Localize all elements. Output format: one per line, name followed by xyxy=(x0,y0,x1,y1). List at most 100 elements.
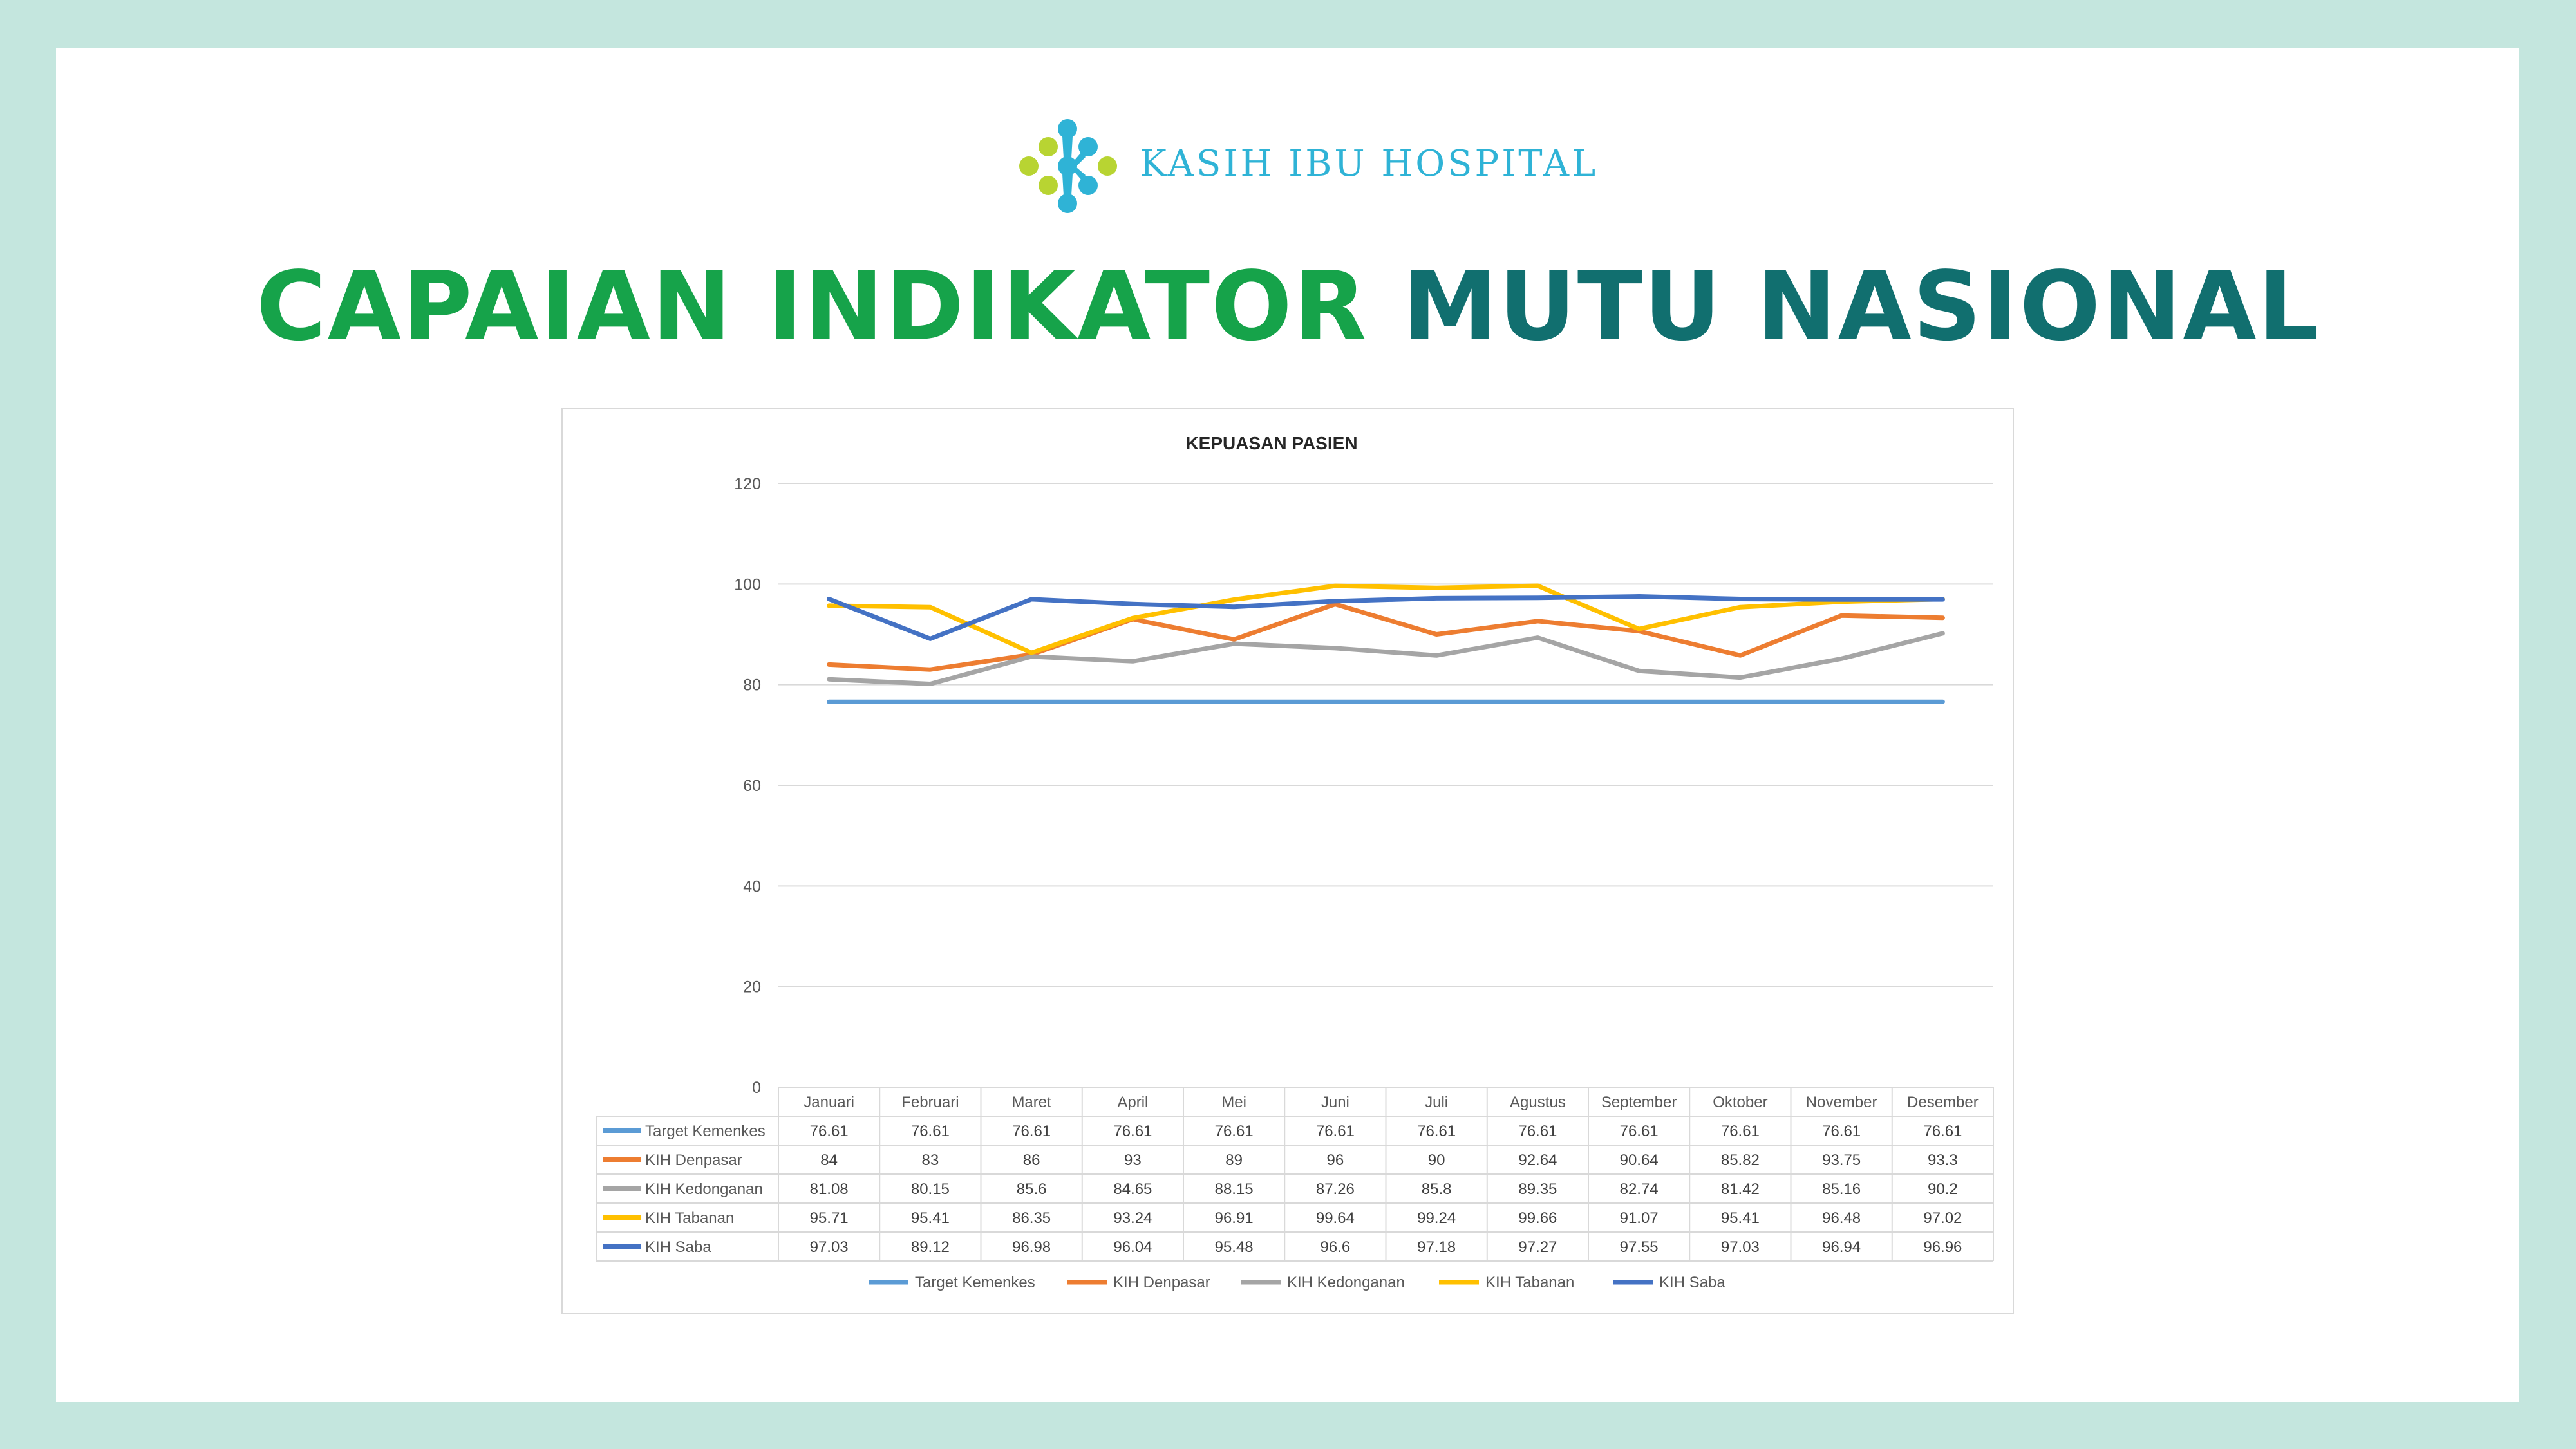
series-line-kih-saba xyxy=(827,594,1945,641)
page-title-part-1: CAPAIAN INDIKATOR xyxy=(256,251,1368,362)
data-table-value: 89 xyxy=(1225,1152,1243,1169)
data-table-value: 96.04 xyxy=(1113,1239,1152,1256)
data-table-value: 93.3 xyxy=(1928,1152,1958,1169)
x-category-label: April xyxy=(1117,1094,1148,1111)
data-table-value: 85.8 xyxy=(1422,1181,1452,1198)
x-category-label: Maret xyxy=(1011,1094,1051,1111)
page-title: CAPAIAN INDIKATOR MUTU NASIONAL xyxy=(0,251,2576,362)
data-table-value: 92.64 xyxy=(1518,1152,1557,1169)
data-table-value: 76.61 xyxy=(1113,1123,1152,1140)
hospital-name: KASIH IBU HOSPITAL xyxy=(1140,143,1599,185)
y-tick-label: 100 xyxy=(734,575,761,594)
data-table-value: 82.74 xyxy=(1620,1181,1659,1198)
line-chart: KEPUASAN PASIEN 0 20 40 60 80 100 120 Januari Feb… xyxy=(596,433,1994,1291)
data-table-value: 97.55 xyxy=(1620,1239,1659,1256)
data-table-value: 97.02 xyxy=(1923,1210,1962,1227)
table-series-name: Target Kemenkes xyxy=(645,1123,766,1140)
data-table-value: 96.96 xyxy=(1923,1239,1962,1256)
legend-label: KIH Denpasar xyxy=(1113,1274,1210,1291)
data-table-value: 96.94 xyxy=(1822,1239,1861,1256)
y-tick-label: 20 xyxy=(743,978,761,996)
data-table-value: 83 xyxy=(922,1152,939,1169)
data-table-value: 97.27 xyxy=(1518,1239,1557,1256)
data-table-value: 99.64 xyxy=(1316,1210,1355,1227)
data-table-value: 90.64 xyxy=(1620,1152,1659,1169)
series-line-kih-denpasar xyxy=(827,602,1945,672)
data-table-value: 95.41 xyxy=(911,1210,950,1227)
x-category-label: Mei xyxy=(1221,1094,1246,1111)
data-table-value: 76.61 xyxy=(1417,1123,1456,1140)
data-table-value: 86.35 xyxy=(1012,1210,1051,1227)
data-table-value: 90.2 xyxy=(1928,1181,1958,1198)
x-category-label: Desember xyxy=(1907,1094,1979,1111)
data-table-value: 84 xyxy=(820,1152,838,1169)
x-category-label: Oktober xyxy=(1713,1094,1767,1111)
series-line-kih-kedonganan xyxy=(827,631,1945,686)
data-table-value: 76.61 xyxy=(911,1123,950,1140)
x-category-label: Juni xyxy=(1321,1094,1349,1111)
data-table-value: 81.08 xyxy=(810,1181,849,1198)
y-tick-label: 0 xyxy=(752,1079,761,1097)
y-tick-label: 120 xyxy=(734,475,761,493)
data-table-value: 90 xyxy=(1428,1152,1445,1169)
data-table-value: 85.82 xyxy=(1721,1152,1760,1169)
x-category-label: Januari xyxy=(804,1094,854,1111)
data-table-value: 96.91 xyxy=(1215,1210,1254,1227)
x-category-label: November xyxy=(1806,1094,1877,1111)
data-table-value: 76.61 xyxy=(1215,1123,1254,1140)
legend-label: KIH Saba xyxy=(1659,1274,1725,1291)
data-table-value: 96.6 xyxy=(1321,1239,1351,1256)
series-line-kih-tabanan xyxy=(827,583,1945,655)
x-category-label: Februari xyxy=(901,1094,959,1111)
data-table-value: 87.26 xyxy=(1316,1181,1355,1198)
data-table-value: 76.61 xyxy=(1822,1123,1861,1140)
data-table-value: 95.71 xyxy=(810,1210,849,1227)
data-table-value: 97.03 xyxy=(810,1239,849,1256)
data-table-value: 99.24 xyxy=(1417,1210,1456,1227)
table-series-name: KIH Kedonganan xyxy=(645,1181,763,1198)
data-table-value: 95.48 xyxy=(1215,1239,1254,1256)
data-table-value: 76.61 xyxy=(1518,1123,1557,1140)
data-table-value: 96.48 xyxy=(1822,1210,1861,1227)
chart-container: KEPUASAN PASIEN 0 20 40 60 80 100 120 Januari Feb… xyxy=(561,408,2014,1314)
data-table-value: 96.98 xyxy=(1012,1239,1051,1256)
data-table-value: 99.66 xyxy=(1518,1210,1557,1227)
x-category-label: September xyxy=(1601,1094,1677,1111)
table-series-name: KIH Tabanan xyxy=(645,1210,734,1227)
y-tick-label: 60 xyxy=(743,777,761,795)
data-table-value: 76.61 xyxy=(1316,1123,1355,1140)
x-category-label: Juli xyxy=(1425,1094,1448,1111)
legend-label: KIH Tabanan xyxy=(1485,1274,1574,1291)
y-tick-label: 80 xyxy=(743,677,761,695)
data-table-value: 80.15 xyxy=(911,1181,950,1198)
page-title-part-2: MUTU NASIONAL xyxy=(1402,251,2320,362)
data-table-value: 76.61 xyxy=(1620,1123,1659,1140)
hospital-logo: KASIH IBU HOSPITAL xyxy=(1017,116,1597,219)
legend-label: Target Kemenkes xyxy=(915,1274,1035,1291)
data-table-value: 76.61 xyxy=(1012,1123,1051,1140)
data-table-value: 91.07 xyxy=(1620,1210,1659,1227)
data-table-value: 89.12 xyxy=(911,1239,950,1256)
data-table-value: 81.42 xyxy=(1721,1181,1760,1198)
data-table-value: 86 xyxy=(1023,1152,1040,1169)
data-table-value: 93.24 xyxy=(1113,1210,1152,1227)
data-table-value: 76.61 xyxy=(810,1123,849,1140)
y-tick-label: 40 xyxy=(743,877,761,895)
table-series-name: KIH Saba xyxy=(645,1239,711,1256)
data-table-value: 84.65 xyxy=(1113,1181,1152,1198)
data-table-value: 97.03 xyxy=(1721,1239,1760,1256)
data-table-value: 85.6 xyxy=(1017,1181,1047,1198)
data-table-value: 88.15 xyxy=(1215,1181,1254,1198)
table-series-name: KIH Denpasar xyxy=(645,1152,742,1169)
legend-label: KIH Kedonganan xyxy=(1287,1274,1405,1291)
data-table-value: 97.18 xyxy=(1417,1239,1456,1256)
data-table-value: 85.16 xyxy=(1822,1181,1861,1198)
data-table-value: 76.61 xyxy=(1923,1123,1962,1140)
data-table-value: 93.75 xyxy=(1822,1152,1861,1169)
data-table-value: 96 xyxy=(1327,1152,1344,1169)
x-category-label: Agustus xyxy=(1510,1094,1566,1111)
kasih-ibu-molecule-logo-icon xyxy=(1019,119,1117,213)
data-table-value: 89.35 xyxy=(1518,1181,1557,1198)
chart-title: KEPUASAN PASIEN xyxy=(1185,433,1357,453)
data-table-value: 95.41 xyxy=(1721,1210,1760,1227)
